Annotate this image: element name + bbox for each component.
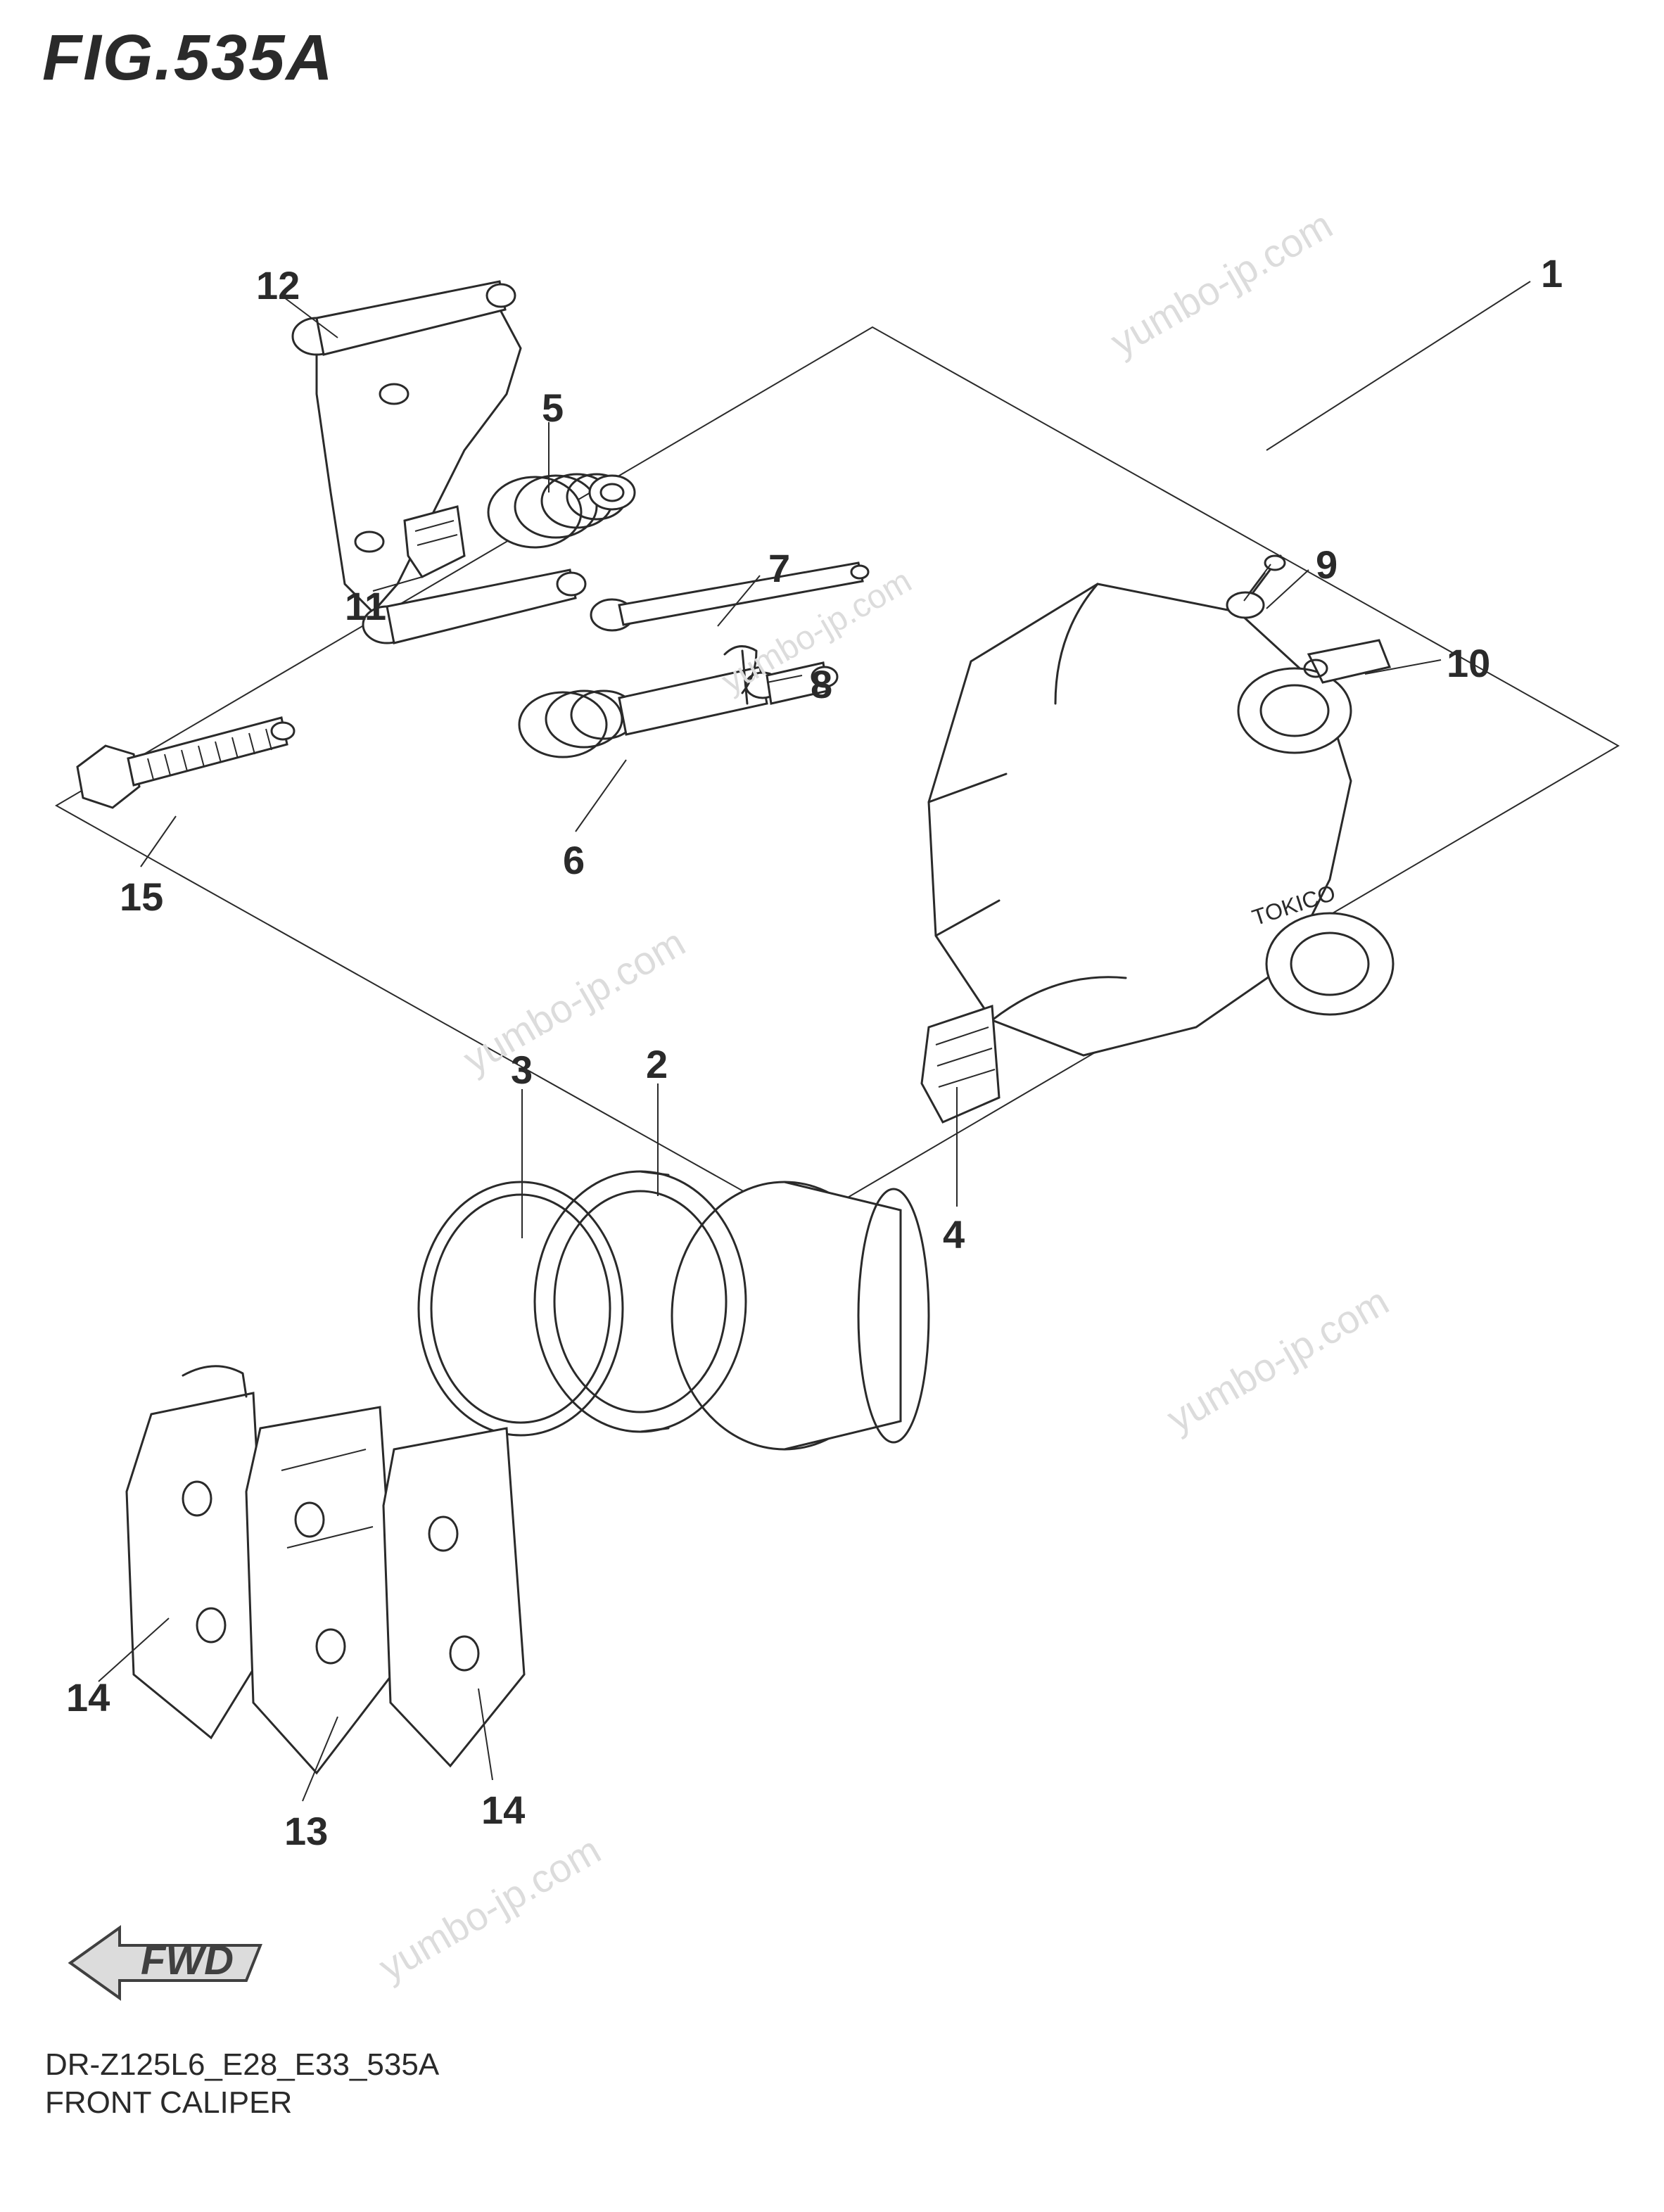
callout-7: 7 <box>768 545 790 591</box>
fwd-badge: FWD <box>63 1914 267 2012</box>
callout-12: 12 <box>256 262 300 308</box>
callout-5: 5 <box>542 385 564 431</box>
callout-14b: 14 <box>481 1787 525 1833</box>
pad-pin <box>591 563 868 630</box>
bleeder-screw <box>1227 556 1285 618</box>
callout-3: 3 <box>511 1047 533 1093</box>
callout-2: 2 <box>646 1041 668 1087</box>
diagram-canvas: .ln { fill:none; stroke:#2a2a2a; stroke-… <box>0 0 1664 2212</box>
callout-6: 6 <box>563 837 585 883</box>
model-code-line: DR-Z125L6_E28_E33_535A <box>45 2047 439 2083</box>
fwd-label: FWD <box>141 1938 234 1983</box>
callout-9: 9 <box>1316 542 1338 587</box>
callout-13: 13 <box>284 1808 328 1854</box>
parts-diagram-page: FIG.535A .ln { fill:none; stroke:#2a2a2a… <box>0 0 1664 2212</box>
callout-10: 10 <box>1447 640 1490 686</box>
callout-1: 1 <box>1541 250 1563 296</box>
slide-pin-lower <box>519 663 837 757</box>
pad-spring-clip-right <box>922 1006 999 1122</box>
brake-pad-outer <box>127 1366 267 1738</box>
callout-4: 4 <box>943 1212 965 1257</box>
mounting-bolt <box>77 718 294 808</box>
callout-14a: 14 <box>66 1674 110 1720</box>
slide-pin-boot-upper <box>488 474 635 547</box>
callout-11: 11 <box>345 583 386 629</box>
caliper-bracket <box>293 281 585 643</box>
iso-plane <box>56 327 1618 1224</box>
piston-seal-inner <box>419 1182 623 1435</box>
callout-8: 8 <box>811 661 832 707</box>
callout-15: 15 <box>120 874 163 920</box>
brake-pad-inner <box>383 1428 524 1766</box>
figure-name-line: FRONT CALIPER <box>45 2085 292 2121</box>
brake-pad-inner-backplate <box>246 1407 398 1773</box>
piston <box>672 1182 929 1449</box>
